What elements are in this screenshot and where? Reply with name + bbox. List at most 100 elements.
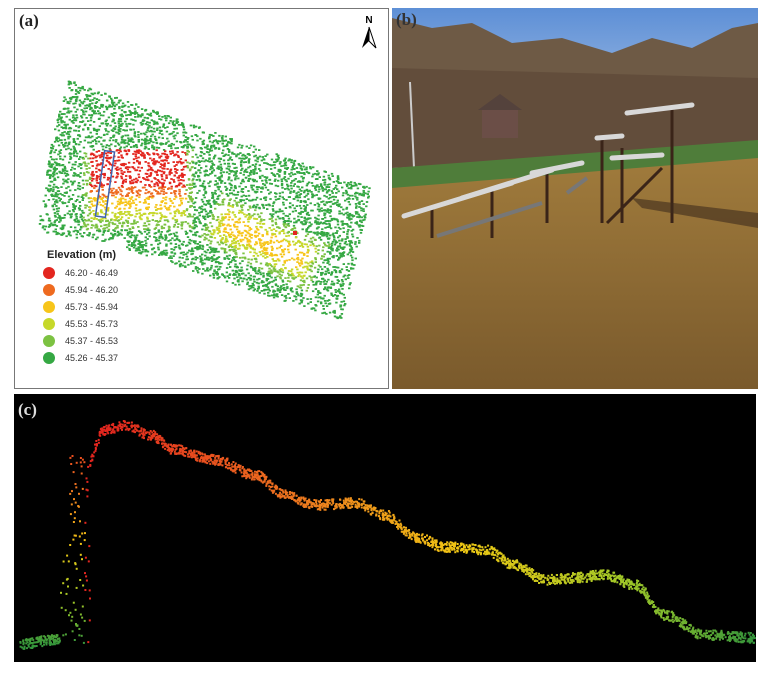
map-point	[238, 217, 242, 220]
map-point	[258, 251, 262, 253]
map-point	[357, 213, 360, 216]
map-point	[299, 207, 303, 210]
map-point	[204, 223, 207, 225]
map-point	[365, 205, 368, 208]
map-point	[140, 138, 144, 141]
map-point	[118, 107, 121, 110]
map-point	[298, 188, 302, 191]
map-point	[52, 190, 55, 193]
map-point	[156, 179, 160, 181]
map-point	[312, 231, 316, 234]
map-point	[154, 111, 158, 114]
map-point	[238, 274, 241, 277]
map-point	[341, 222, 345, 225]
map-point	[171, 217, 175, 220]
map-point	[216, 229, 219, 231]
map-point	[206, 268, 209, 271]
map-point	[275, 192, 278, 195]
map-point	[166, 168, 169, 170]
map-point	[311, 236, 315, 239]
profile-point	[294, 500, 297, 503]
map-point	[238, 157, 241, 160]
profile-point	[431, 546, 434, 549]
map-point	[121, 102, 125, 105]
map-point	[100, 225, 103, 228]
map-point	[68, 82, 71, 84]
map-point	[109, 149, 112, 152]
map-point	[131, 189, 134, 192]
map-point	[326, 220, 329, 222]
map-point	[346, 211, 349, 214]
map-point	[262, 255, 265, 258]
map-point	[341, 220, 344, 223]
map-point	[242, 173, 245, 176]
map-point	[134, 249, 138, 252]
map-point	[296, 268, 299, 271]
map-point	[287, 220, 290, 222]
map-point	[305, 218, 308, 221]
map-point	[268, 254, 272, 257]
map-point	[119, 125, 122, 127]
map-point	[105, 119, 108, 122]
map-point	[308, 189, 311, 192]
map-point	[152, 147, 156, 150]
map-point	[242, 221, 245, 223]
map-point	[282, 284, 285, 286]
map-point	[108, 221, 111, 224]
map-point	[269, 213, 272, 215]
map-point	[234, 242, 237, 244]
map-point	[296, 293, 299, 295]
map-point	[85, 107, 88, 109]
map-point	[350, 221, 353, 224]
map-point	[355, 245, 358, 248]
profile-point	[71, 615, 74, 618]
map-point	[175, 140, 179, 143]
map-point	[354, 203, 358, 205]
map-point	[116, 159, 119, 162]
map-point	[228, 235, 232, 238]
map-point	[144, 236, 147, 239]
map-point	[236, 193, 239, 196]
map-point	[64, 127, 68, 130]
map-point	[271, 247, 274, 250]
map-point	[318, 176, 321, 178]
map-point	[120, 190, 123, 193]
map-point	[233, 224, 236, 227]
map-point	[214, 265, 218, 268]
map-point	[333, 217, 336, 220]
map-point	[201, 245, 205, 248]
map-point	[189, 225, 192, 228]
map-point	[225, 187, 229, 190]
map-point	[160, 129, 163, 132]
map-point	[334, 196, 337, 198]
map-point	[86, 214, 90, 217]
map-point	[334, 226, 337, 229]
map-point	[300, 172, 304, 174]
map-point	[214, 132, 217, 134]
map-point	[336, 188, 339, 191]
map-point	[276, 155, 279, 158]
map-point	[337, 248, 340, 251]
map-point	[117, 152, 121, 154]
map-point	[278, 232, 281, 235]
map-point	[120, 109, 124, 112]
map-point	[162, 164, 166, 167]
map-point	[269, 191, 272, 194]
map-point	[43, 228, 46, 231]
map-point	[317, 172, 320, 175]
map-point	[224, 145, 228, 147]
map-point	[49, 189, 52, 192]
map-point	[160, 143, 163, 146]
map-point	[104, 156, 108, 159]
map-point	[168, 197, 172, 200]
map-point	[253, 280, 256, 283]
map-point	[111, 99, 114, 102]
map-point	[63, 172, 67, 175]
map-point	[57, 129, 61, 132]
map-point	[296, 199, 299, 202]
map-point	[206, 233, 210, 236]
map-point	[351, 235, 355, 238]
map-point	[81, 179, 85, 182]
map-point	[135, 204, 138, 206]
map-point	[80, 196, 83, 198]
